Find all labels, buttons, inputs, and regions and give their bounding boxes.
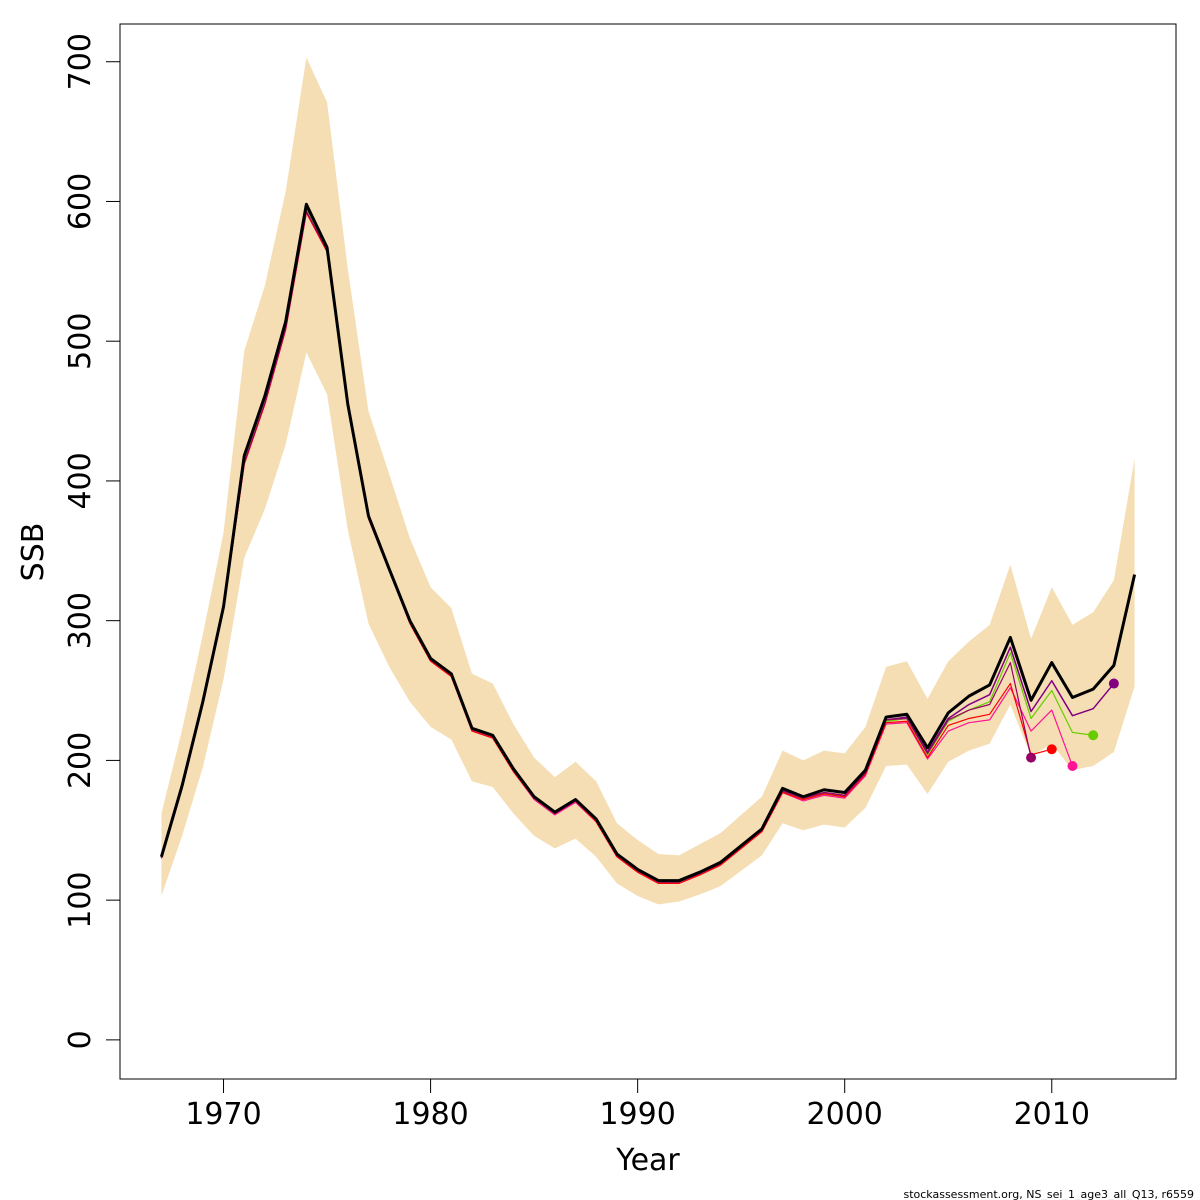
series-end-point-5: [1026, 752, 1037, 763]
x-axis: 1970 1980 1990 2000 2010: [185, 1078, 1090, 1132]
y-axis: 0 100 200 300 400 500 600 700: [63, 33, 121, 1049]
end-points-layer: [1026, 678, 1119, 771]
series-end-point-1: [1108, 678, 1119, 689]
y-tick-label: 600: [63, 173, 98, 230]
x-tick-label: 2010: [1014, 1097, 1090, 1132]
series-line-main: [159, 202, 1137, 883]
series-layer: [159, 202, 1137, 884]
y-axis-title: SSB: [16, 523, 51, 582]
x-axis-title: Year: [615, 1143, 680, 1178]
series-end-point-2: [1088, 730, 1099, 741]
y-tick-label: 400: [63, 452, 98, 509]
series-end-point-4: [1046, 744, 1057, 755]
confidence-band-layer: [161, 57, 1135, 905]
y-tick-label: 0: [63, 1030, 98, 1049]
footer-note: stockassessment.org, NS_sei_1_age3_all_Q…: [903, 1188, 1194, 1200]
x-tick-label: 1990: [599, 1097, 675, 1132]
confidence-band: [161, 57, 1135, 905]
series-end-point-3: [1067, 760, 1078, 771]
x-tick-label: 1980: [392, 1097, 468, 1132]
y-tick-label: 700: [63, 33, 98, 90]
y-tick-label: 200: [63, 732, 98, 789]
y-tick-label: 500: [63, 313, 98, 370]
y-tick-label: 300: [63, 592, 98, 649]
x-tick-label: 1970: [185, 1097, 261, 1132]
y-tick-label: 100: [63, 872, 98, 929]
x-tick-label: 2000: [807, 1097, 883, 1132]
